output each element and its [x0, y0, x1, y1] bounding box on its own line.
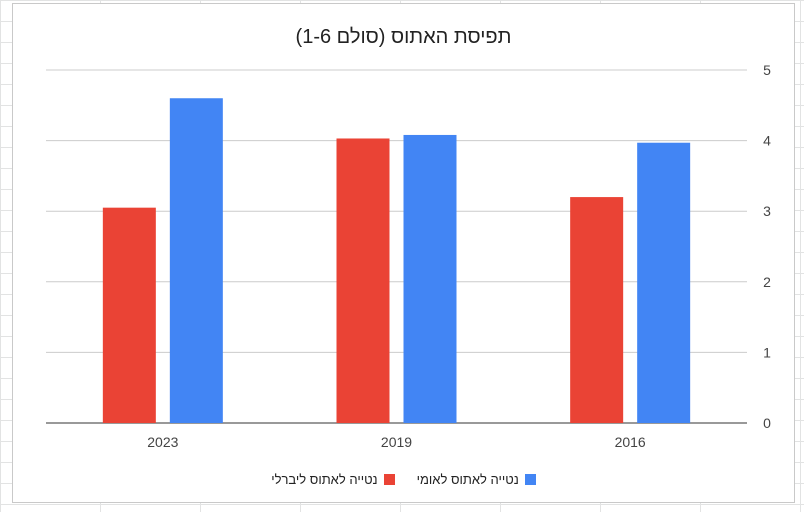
- y-tick-label: 4: [763, 133, 771, 149]
- y-tick-label: 3: [763, 203, 771, 219]
- legend-item-national[interactable]: נטייה לאתוס לאומי: [417, 472, 536, 487]
- legend-swatch-national: [524, 474, 536, 485]
- bar-2016-series-1: [637, 142, 691, 423]
- bar-chart: 0 1 2 3 4 5 2023 2019 2016: [46, 62, 771, 450]
- legend-swatch-liberal: [383, 474, 395, 485]
- y-tick-label: 1: [763, 344, 771, 360]
- y-tick-label: 5: [763, 62, 771, 78]
- y-tick-label: 0: [763, 415, 771, 431]
- legend-item-liberal[interactable]: נטייה לאתוס ליברלי: [271, 472, 395, 487]
- legend: נטייה לאתוס ליברלי נטייה לאתוס לאומי: [13, 472, 794, 487]
- x-tick-label: 2023: [147, 434, 178, 450]
- chart-title: תפיסת האתוס (סולם 1-6): [295, 26, 512, 48]
- x-tick-label: 2016: [615, 434, 646, 450]
- bar-2019-series-1: [403, 134, 457, 423]
- x-tick-label: 2019: [381, 434, 412, 450]
- bar-2019-series-0: [336, 138, 390, 423]
- y-tick-label: 2: [763, 274, 771, 290]
- bar-2016-series-0: [570, 197, 624, 423]
- chart-card[interactable]: תפיסת האתוס (סולם 1-6) 0 1 2 3 4 5 2023 2019 201…: [12, 3, 795, 503]
- legend-label-national: נטייה לאתוס לאומי: [416, 472, 519, 487]
- bar-2023-series-1: [169, 98, 223, 424]
- bar-2023-series-0: [102, 207, 156, 423]
- legend-label-liberal: נטייה לאתוס ליברלי: [271, 472, 378, 487]
